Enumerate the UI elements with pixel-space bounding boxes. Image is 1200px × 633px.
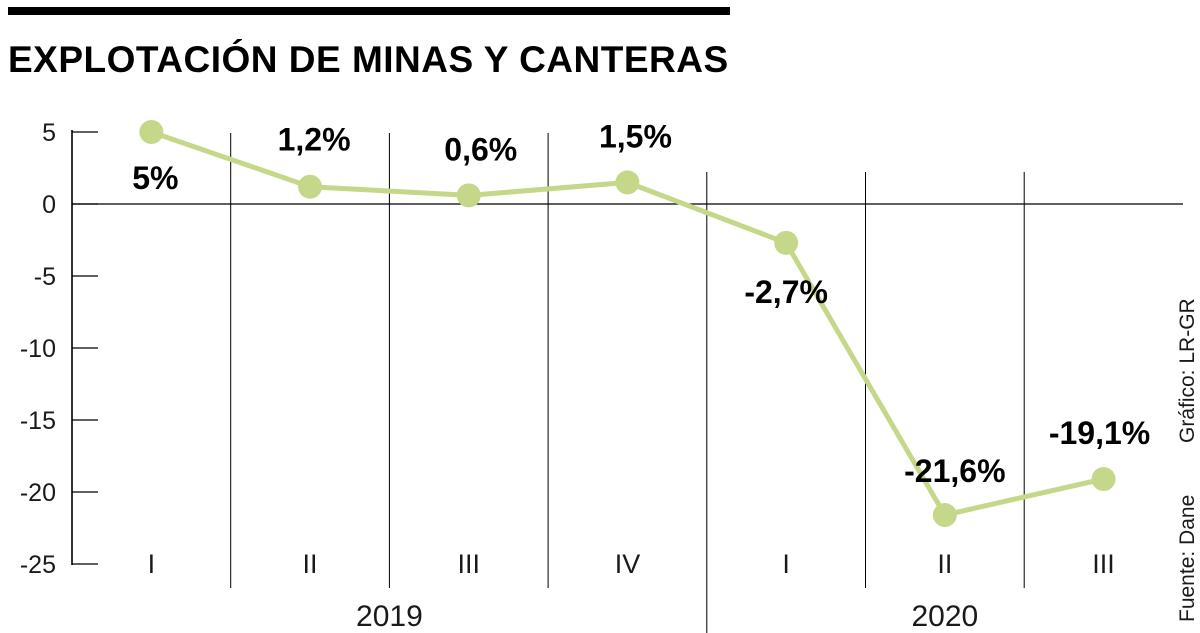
data-point (139, 120, 164, 144)
y-tick-label: 5 (42, 119, 56, 147)
data-point (1091, 467, 1116, 492)
chart-title: EXPLOTACIÓN DE MINAS Y CANTERAS (8, 38, 729, 80)
year-label-2019: 2019 (356, 600, 423, 633)
year-label-2020: 2020 (911, 600, 978, 633)
data-label: 5% (132, 160, 178, 196)
y-axis-ticks: 5 0 -5 -10 -15 -20 -25 (20, 119, 98, 579)
y-tick-label: -20 (20, 479, 56, 507)
x-category-label: I (148, 549, 156, 579)
data-point (456, 183, 481, 208)
markers (139, 120, 1116, 528)
data-label: -21,6% (904, 453, 1005, 489)
graphic-credit: Gráfico: LR-GR (1176, 298, 1199, 443)
x-category-label: III (457, 549, 480, 579)
y-tick-label: 0 (42, 191, 56, 219)
y-tick-label: -5 (34, 263, 56, 291)
x-category-label: II (937, 549, 952, 579)
data-label: 1,2% (278, 122, 351, 158)
data-point (615, 170, 640, 195)
source-credit: Fuente: Dane (1176, 495, 1199, 622)
data-point (298, 174, 323, 199)
y-tick-label: -10 (20, 335, 56, 363)
y-tick-label: -15 (20, 407, 56, 435)
x-category-label: I (782, 549, 790, 579)
data-label: -19,1% (1049, 415, 1150, 451)
data-point (932, 503, 957, 528)
title-rule (8, 7, 730, 15)
x-category-label: III (1092, 549, 1115, 579)
data-point (774, 230, 799, 255)
data-label: 0,6% (444, 131, 517, 167)
x-category-label: IV (615, 549, 641, 579)
x-category-label: II (303, 549, 318, 579)
data-label: -2,7% (744, 274, 828, 310)
y-tick-label: -25 (20, 551, 56, 579)
data-labels: 5% 1,2% 0,6% 1,5% -2,7% -21,6% -19,1% (132, 118, 1150, 489)
data-label: 1,5% (599, 118, 672, 154)
